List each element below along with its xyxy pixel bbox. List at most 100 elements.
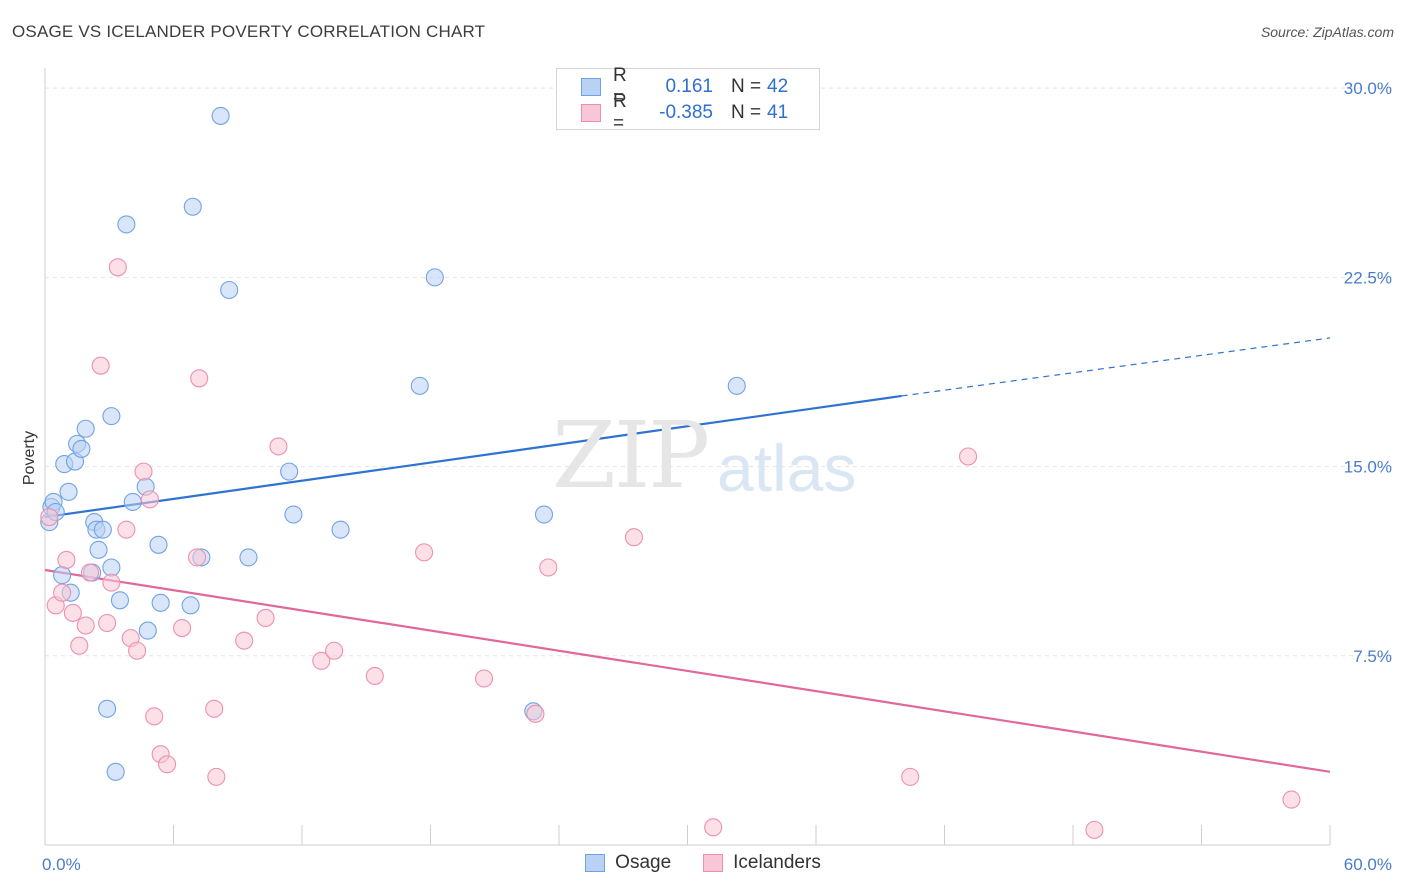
- osage-point: [183, 197, 202, 216]
- iceland-point: [117, 520, 136, 539]
- iceland-point: [190, 369, 209, 388]
- osage-point: [727, 376, 746, 395]
- osage-point: [138, 621, 157, 640]
- iceland-point: [959, 447, 978, 466]
- osage-point: [149, 535, 168, 554]
- osage-point: [102, 407, 121, 426]
- r-label: R =: [613, 91, 627, 134]
- iceland-point: [624, 528, 644, 547]
- iceland-point: [140, 490, 159, 509]
- n-label: N =: [731, 102, 762, 123]
- osage-point: [239, 548, 258, 567]
- osage-point: [117, 215, 136, 234]
- iceland-point: [128, 641, 147, 660]
- osage-point: [93, 520, 112, 539]
- iceland-point: [539, 558, 558, 577]
- osage-point: [106, 762, 125, 781]
- r-value: -0.385: [659, 102, 713, 123]
- osage-point: [280, 462, 299, 481]
- iceland-point: [704, 818, 723, 837]
- watermark-atlas: atlas: [717, 431, 857, 505]
- tick-labels: 7.5% 15.0% 22.5% 30.0% 0.0% 60.0%: [42, 79, 1392, 874]
- r-label: R =: [613, 65, 627, 108]
- iceland-point: [53, 583, 72, 602]
- iceland-point: [91, 356, 110, 375]
- osage-point: [53, 566, 72, 585]
- iceland-point: [235, 631, 254, 650]
- osage-trend-extension: [901, 337, 1331, 397]
- gridlines: [45, 87, 1392, 657]
- iceland-point: [145, 707, 164, 726]
- data-points: [40, 106, 1301, 839]
- trend-lines: [44, 337, 1331, 773]
- y-axis-label: Poverty: [21, 431, 38, 485]
- osage-trend-line: [44, 394, 902, 519]
- iceland-point: [57, 550, 76, 569]
- osage-point: [181, 596, 200, 615]
- iceland-point: [1085, 820, 1104, 839]
- iceland-point: [158, 755, 177, 774]
- iceland-point: [108, 258, 127, 277]
- series-legend: Osage Icelanders: [0, 852, 1406, 874]
- osage-point: [102, 558, 121, 577]
- iceland-point: [76, 616, 95, 635]
- legend-label-osage: Osage: [615, 852, 672, 873]
- iceland-swatch: [581, 104, 601, 122]
- n-value: 41: [767, 102, 789, 123]
- iceland-point: [63, 603, 82, 622]
- n-value: 42: [767, 76, 789, 97]
- legend-row-iceland: R = -0.385 N = 41: [581, 91, 789, 134]
- source-label: Source: ZipAtlas.com: [1260, 24, 1394, 40]
- iceland-point: [526, 704, 545, 723]
- x-tick-label: 60.0%: [1344, 855, 1392, 874]
- iceland-point: [205, 699, 224, 718]
- iceland-trend-line: [44, 568, 1331, 773]
- osage-point: [284, 505, 303, 524]
- osage-point: [110, 591, 130, 610]
- iceland-point: [80, 563, 100, 582]
- osage-point: [534, 505, 554, 524]
- y-tick-label: 7.5%: [1353, 647, 1392, 666]
- iceland-point: [173, 618, 192, 638]
- iceland-point: [98, 613, 117, 633]
- legend-item-osage[interactable]: Osage: [585, 852, 671, 874]
- r-value: 0.161: [665, 76, 713, 97]
- iceland-point: [40, 507, 59, 527]
- osage-point: [151, 593, 170, 612]
- iceland-point: [312, 651, 331, 670]
- iceland-point: [269, 437, 288, 456]
- osage-point: [220, 280, 239, 300]
- x-tick-label: 0.0%: [42, 855, 81, 874]
- osage-swatch: [585, 854, 606, 872]
- osage-point: [59, 482, 78, 501]
- iceland-point: [70, 636, 89, 655]
- iceland-point: [474, 669, 494, 688]
- osage-point: [331, 520, 350, 539]
- legend-item-icelanders[interactable]: Icelanders: [703, 852, 821, 874]
- y-tick-label: 22.5%: [1344, 268, 1392, 287]
- iceland-point: [325, 641, 344, 660]
- osage-swatch: [581, 78, 601, 96]
- iceland-swatch: [703, 854, 724, 872]
- axes: [44, 68, 1331, 846]
- iceland-point: [415, 543, 434, 562]
- iceland-point: [365, 666, 384, 686]
- iceland-point: [102, 573, 121, 592]
- osage-point: [211, 106, 230, 125]
- iceland-point: [256, 608, 275, 628]
- legend-label-icelanders: Icelanders: [733, 852, 821, 873]
- osage-point: [76, 419, 95, 438]
- n-label: N =: [731, 76, 762, 97]
- osage-point: [425, 268, 444, 287]
- iceland-point: [207, 767, 226, 786]
- stats-legend: R = 0.161 N = 42 R = -0.385 N = 41: [556, 65, 820, 134]
- y-tick-label: 30.0%: [1344, 79, 1392, 98]
- y-tick-label: 15.0%: [1344, 458, 1392, 477]
- osage-point: [98, 699, 117, 718]
- osage-point: [89, 540, 108, 559]
- osage-point: [72, 439, 91, 458]
- chart-title: OSAGE VS ICELANDER POVERTY CORRELATION C…: [12, 22, 486, 41]
- legend-row-osage: R = 0.161 N = 42: [581, 65, 789, 108]
- osage-point: [123, 492, 142, 511]
